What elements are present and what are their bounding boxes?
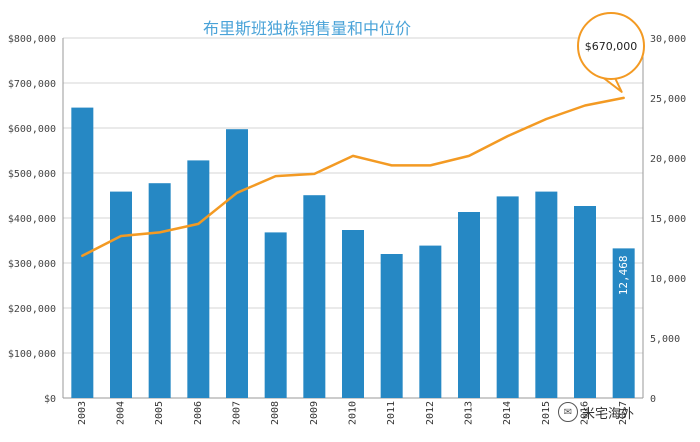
left-axis-tick-label: $600,000 [8, 124, 56, 135]
left-axis-tick-label: $0 [44, 394, 56, 405]
right-axis-tick-label: 0 [650, 394, 656, 405]
x-tick-label: 2009 [309, 401, 320, 425]
bar [110, 191, 132, 398]
callout-text: $670,000 [585, 40, 638, 53]
right-axis-tick-label: 30,000 [650, 34, 686, 45]
x-tick-label: 2015 [541, 401, 552, 425]
x-tick-label: 2014 [502, 401, 513, 425]
bar [264, 232, 287, 398]
x-tick-label: 2016 [580, 401, 591, 425]
left-axis-tick-label: $500,000 [8, 169, 56, 180]
right-axis-tick-label: 20,000 [650, 154, 686, 165]
bar [148, 183, 171, 398]
x-tick-label: 2003 [77, 401, 88, 425]
x-tick-label: 2017 [618, 401, 629, 425]
x-tick-label: 2008 [270, 401, 281, 425]
right-axis-tick-label: 5,000 [650, 334, 680, 345]
bar [535, 191, 558, 398]
x-tick-label: 2010 [348, 401, 359, 425]
bar [419, 245, 442, 398]
left-axis-tick-label: $400,000 [8, 214, 56, 225]
left-axis-tick-label: $700,000 [8, 79, 56, 90]
bar [226, 129, 248, 398]
x-tick-label: 2007 [232, 401, 243, 425]
bar [496, 196, 519, 398]
bar-data-label: 12,468 [617, 256, 630, 296]
x-tick-label: 2005 [154, 401, 165, 425]
watermark: ✉ 米宅海外 [558, 402, 634, 422]
right-axis-tick-label: 25,000 [650, 94, 686, 105]
left-axis-tick-label: $100,000 [8, 349, 56, 360]
wechat-icon: ✉ [558, 402, 578, 422]
right-axis-tick-label: 10,000 [650, 274, 686, 285]
left-axis-tick-label: $800,000 [8, 34, 56, 45]
x-tick-label: 2013 [464, 401, 475, 425]
right-axis-tick-label: 15,000 [650, 214, 686, 225]
x-tick-label: 2006 [193, 401, 204, 425]
median-price-line [81, 96, 625, 258]
bar [187, 160, 210, 398]
bar [612, 248, 635, 398]
x-tick-label: 2004 [116, 401, 127, 425]
x-tick-label: 2011 [386, 401, 397, 425]
left-axis-tick-label: $200,000 [8, 304, 56, 315]
bar [303, 195, 326, 398]
left-axis-tick-label: $300,000 [8, 259, 56, 270]
bar [458, 212, 480, 398]
x-tick-label: 2012 [425, 401, 436, 425]
bar [380, 254, 403, 398]
watermark-text: 米宅海外 [582, 406, 635, 422]
callout-pointer [600, 75, 623, 93]
callout-bubble [577, 12, 645, 80]
chart-title: 布里斯班独栋销售量和中位价 [203, 19, 411, 38]
bar [71, 107, 94, 398]
bar [342, 230, 364, 398]
bar [574, 206, 596, 398]
